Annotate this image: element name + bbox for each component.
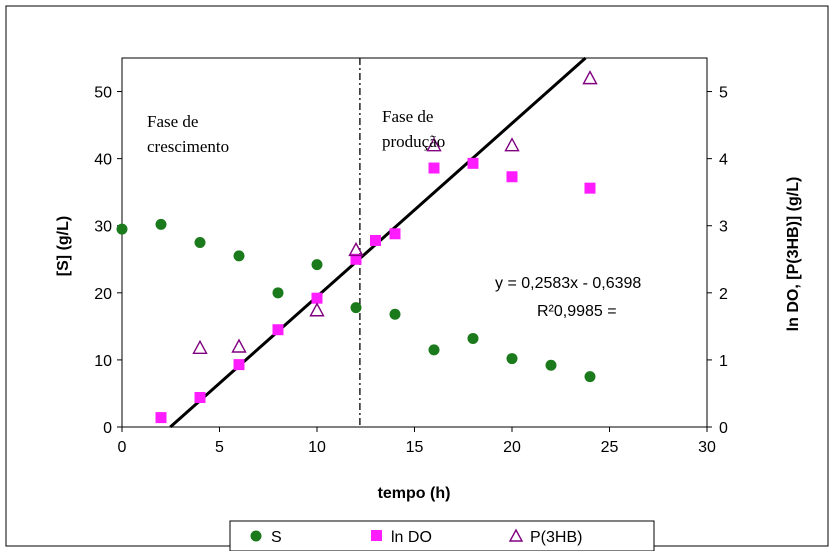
y-right-tick-label: 0 [719, 420, 728, 437]
legend-ln-do-marker [371, 530, 382, 541]
y-right-axis-title: ln DO, [P(3HB)] (g/L) [785, 177, 802, 332]
x-tick-label: 15 [406, 439, 424, 456]
point-ln-do [467, 157, 479, 169]
point-s [311, 259, 323, 271]
point-ln-do [350, 253, 362, 265]
point-p-3hb [348, 241, 364, 257]
growth-phase-label-line1: Fase de [147, 112, 198, 131]
legend-s-label: S [271, 529, 282, 546]
point-s [116, 223, 128, 235]
y-right-tick-label: 5 [719, 85, 728, 102]
point-ln-do [155, 412, 167, 424]
chart-border [5, 5, 829, 547]
point-s [233, 250, 245, 262]
point-ln-do [311, 292, 323, 304]
y-left-tick-label: 30 [94, 219, 112, 236]
point-ln-do [370, 234, 381, 246]
point-ln-do [233, 359, 245, 371]
point-ln-do [194, 391, 206, 403]
point-s [155, 218, 167, 230]
point-p-3hb [231, 338, 247, 353]
x-tick-label: 20 [503, 439, 521, 456]
y-right-tick-label: 3 [719, 219, 728, 236]
y-right-tick-label: 2 [719, 286, 728, 303]
y-right-tick-label: 1 [719, 353, 728, 370]
point-ln-do [506, 171, 518, 183]
point-p-3hb [582, 70, 598, 85]
point-p-3hb [504, 137, 520, 152]
point-s [506, 353, 518, 365]
legend-s-marker [250, 530, 262, 542]
point-ln-do [272, 324, 284, 336]
x-tick-label: 0 [118, 439, 127, 456]
legend-box [229, 520, 655, 551]
point-s [467, 332, 479, 344]
point-p-3hb [309, 302, 325, 317]
data-marks [116, 70, 598, 424]
y-left-tick-label: 50 [94, 85, 112, 102]
legend-p3hb-label: P(3HB) [530, 529, 582, 546]
x-tick-label: 5 [215, 439, 224, 456]
production-phase-label-line1: Fase de [382, 107, 433, 126]
legend-ln-do-label: ln DO [391, 529, 432, 546]
x-axis-ticks: 0 5 10 15 20 25 30 [118, 427, 716, 456]
point-p-3hb [426, 137, 442, 152]
trendline-equation: y = 0,2583x - 0,6398 [495, 275, 641, 292]
y-right-tick-label: 4 [719, 152, 728, 169]
y-left-tick-label: 40 [94, 152, 112, 169]
legend: S ln DO P(3HB) [229, 520, 655, 551]
trendline-r2: R²0,9985 = [537, 303, 617, 320]
point-s [194, 237, 206, 248]
growth-phase-label-line2: crescimento [147, 137, 229, 156]
point-s [389, 308, 401, 320]
point-p-3hb [192, 339, 208, 355]
point-ln-do [584, 182, 596, 194]
y-right-axis-ticks: 0 1 2 3 4 5 [707, 85, 728, 437]
legend-p3hb-marker [508, 528, 524, 542]
point-ln-do [389, 228, 401, 240]
point-s [584, 371, 596, 383]
x-axis-title: tempo (h) [378, 485, 451, 502]
y-left-axis-title: [S] (g/L) [55, 216, 72, 276]
point-s [428, 344, 440, 356]
x-tick-label: 10 [308, 439, 326, 456]
point-s [350, 302, 362, 314]
y-left-tick-label: 0 [103, 420, 112, 437]
y-left-tick-label: 10 [94, 353, 112, 370]
production-phase-label-line2: produção [382, 132, 445, 151]
point-ln-do [428, 162, 440, 174]
x-tick-label: 30 [698, 439, 716, 456]
y-left-axis-ticks: 0 10 20 30 40 50 [94, 85, 122, 437]
x-tick-label: 25 [601, 439, 619, 456]
y-left-tick-label: 20 [94, 286, 112, 303]
point-s [272, 287, 284, 299]
point-s [545, 359, 557, 371]
